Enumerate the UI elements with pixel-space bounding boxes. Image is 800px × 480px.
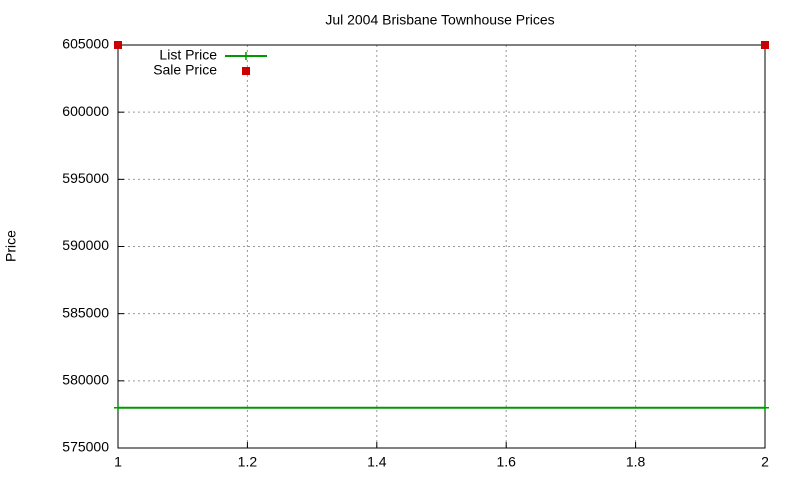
plot-frame <box>117 44 766 449</box>
y-tick-label: 590000 <box>62 237 109 253</box>
x-tick-label: 1.6 <box>496 454 516 470</box>
y-tick-label: 580000 <box>62 372 109 388</box>
y-tick-label: 585000 <box>62 304 109 320</box>
plus-marker <box>114 403 122 412</box>
plus-marker <box>761 403 769 412</box>
x-tick-label: 1.2 <box>238 454 258 470</box>
y-axis-label: Price <box>3 230 19 262</box>
y-tick-label: 605000 <box>62 36 109 52</box>
chart-title: Jul 2004 Brisbane Townhouse Prices <box>325 12 554 28</box>
x-tick-label: 1.4 <box>367 454 387 470</box>
square-marker <box>761 41 769 49</box>
y-tick-label: 595000 <box>62 170 109 186</box>
x-tick-label: 1.8 <box>626 454 646 470</box>
y-tick-label: 600000 <box>62 103 109 119</box>
square-marker <box>114 41 122 49</box>
y-tick-label: 575000 <box>62 439 109 455</box>
x-tick-label: 2 <box>761 454 769 470</box>
legend-marker <box>242 67 250 75</box>
legend-marker <box>242 52 250 60</box>
legend-label: Sale Price <box>153 62 217 78</box>
legend-label: List Price <box>159 47 217 63</box>
x-tick-label: 1 <box>114 454 122 470</box>
